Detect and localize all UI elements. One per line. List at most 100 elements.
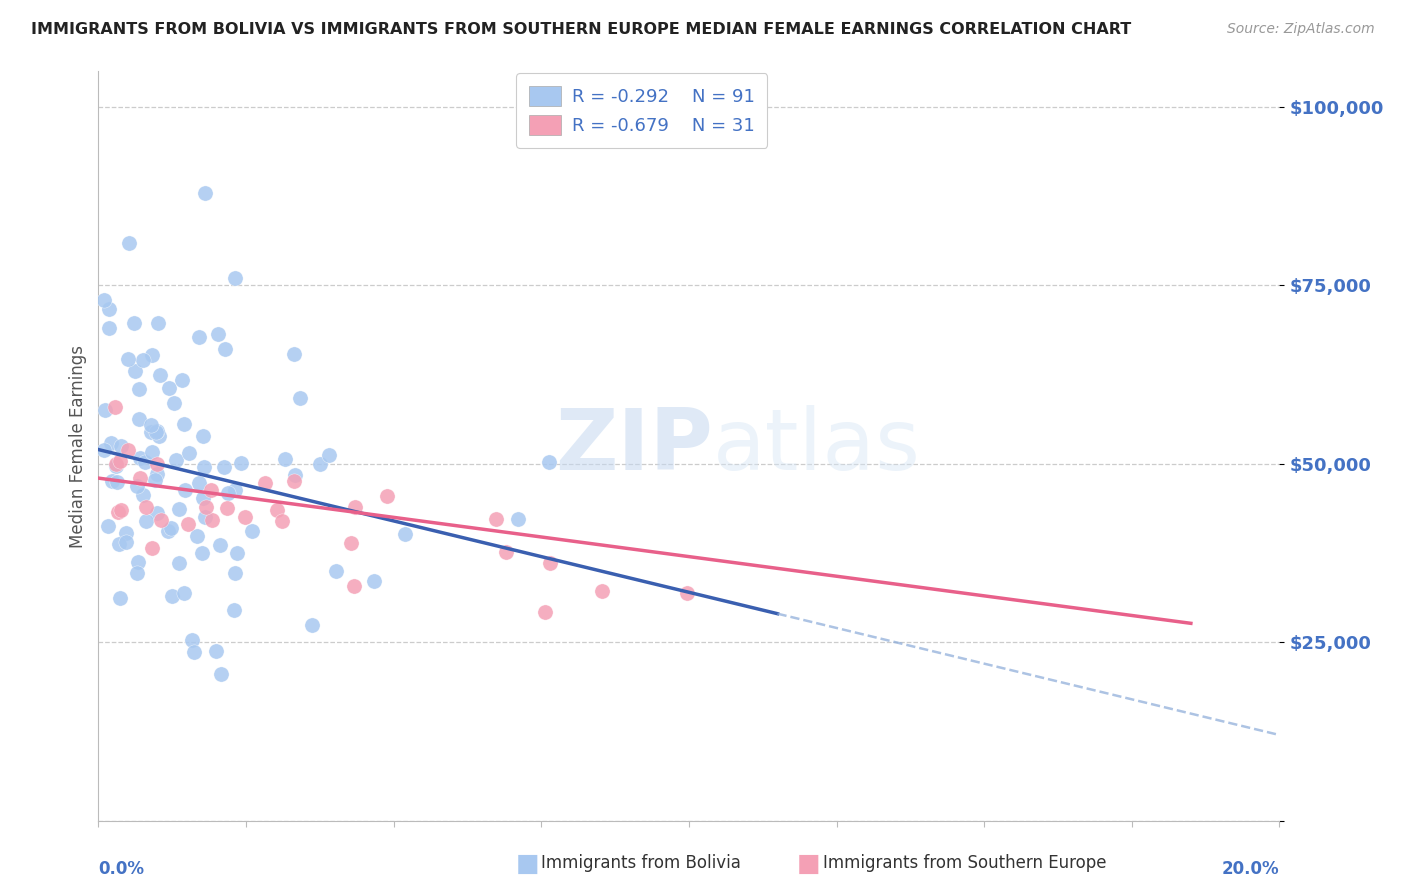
Text: ■: ■ — [516, 852, 538, 875]
Point — [110, 438, 132, 452]
Point — [108, 537, 131, 551]
Point — [191, 429, 214, 443]
Point — [146, 424, 169, 438]
Text: IMMIGRANTS FROM BOLIVIA VS IMMIGRANTS FROM SOUTHERN EUROPE MEDIAN FEMALE EARNING: IMMIGRANTS FROM BOLIVIA VS IMMIGRANTS FR… — [31, 22, 1132, 37]
Point — [135, 500, 157, 514]
Point — [288, 391, 311, 405]
Point — [134, 455, 156, 469]
Point — [235, 510, 257, 524]
Point — [283, 474, 305, 488]
Point — [128, 450, 150, 465]
Point — [201, 513, 224, 527]
Point — [224, 483, 246, 497]
Point — [173, 586, 195, 600]
Point — [97, 320, 120, 334]
Point — [128, 471, 150, 485]
Point — [266, 503, 288, 517]
Point — [115, 535, 138, 549]
Point — [148, 316, 170, 330]
Point — [340, 536, 363, 550]
Point — [177, 446, 200, 460]
Point — [173, 417, 195, 432]
Point — [125, 566, 148, 581]
Point — [193, 460, 215, 475]
Point — [181, 632, 204, 647]
Text: ZIP: ZIP — [555, 404, 713, 488]
Point — [394, 527, 416, 541]
Point — [148, 429, 170, 443]
Point — [284, 468, 307, 483]
Point — [162, 589, 184, 603]
Point — [186, 529, 208, 543]
Point — [167, 557, 190, 571]
Y-axis label: Median Female Earnings: Median Female Earnings — [69, 344, 87, 548]
Point — [132, 352, 155, 367]
Text: Immigrants from Bolivia: Immigrants from Bolivia — [541, 855, 741, 872]
Point — [209, 666, 232, 681]
Point — [146, 467, 169, 482]
Point — [191, 546, 214, 560]
Point — [125, 479, 148, 493]
Point — [141, 445, 163, 459]
Point — [117, 352, 139, 367]
Point — [193, 491, 215, 505]
Point — [163, 396, 186, 410]
Point — [107, 505, 129, 519]
Point — [207, 326, 229, 341]
Point — [124, 364, 146, 378]
Point — [145, 473, 167, 487]
Point — [271, 514, 294, 528]
Point — [253, 475, 276, 490]
Point — [98, 301, 121, 316]
Point — [172, 373, 194, 387]
Point — [591, 583, 613, 598]
Point — [188, 475, 211, 490]
Point — [117, 442, 139, 457]
Point — [141, 348, 163, 362]
Point — [128, 382, 150, 396]
Point — [363, 574, 385, 589]
Point — [217, 486, 239, 500]
Point — [537, 455, 560, 469]
Point — [200, 483, 222, 497]
Point — [187, 330, 209, 344]
Point — [176, 517, 198, 532]
Point — [159, 521, 181, 535]
Point — [146, 506, 169, 520]
Point — [484, 512, 506, 526]
Point — [194, 510, 217, 524]
Point — [226, 546, 249, 560]
Point — [273, 451, 295, 466]
Point — [110, 502, 132, 516]
Point — [229, 456, 252, 470]
Text: ■: ■ — [797, 852, 820, 875]
Point — [194, 186, 217, 200]
Text: 0.0%: 0.0% — [98, 860, 145, 878]
Point — [128, 411, 150, 425]
Point — [141, 425, 163, 439]
Point — [495, 545, 517, 559]
Point — [222, 602, 245, 616]
Text: Immigrants from Southern Europe: Immigrants from Southern Europe — [823, 855, 1107, 872]
Point — [141, 541, 163, 556]
Point — [122, 316, 145, 330]
Text: 20.0%: 20.0% — [1222, 860, 1279, 878]
Point — [150, 513, 173, 527]
Point — [165, 453, 187, 467]
Text: atlas: atlas — [713, 404, 921, 488]
Point — [132, 488, 155, 502]
Point — [101, 474, 124, 488]
Point — [94, 403, 117, 417]
Point — [214, 343, 236, 357]
Point — [676, 586, 699, 600]
Point — [344, 500, 367, 515]
Point — [97, 518, 120, 533]
Point — [534, 605, 557, 619]
Point — [205, 644, 228, 658]
Point — [538, 556, 561, 570]
Point — [146, 457, 169, 471]
Point — [108, 591, 131, 605]
Point — [325, 564, 347, 578]
Point — [105, 459, 128, 474]
Legend: R = -0.292    N = 91, R = -0.679    N = 31: R = -0.292 N = 91, R = -0.679 N = 31 — [516, 73, 768, 148]
